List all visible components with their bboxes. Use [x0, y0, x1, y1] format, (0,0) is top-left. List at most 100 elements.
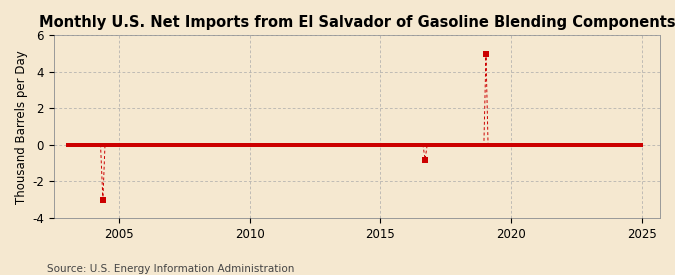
Point [333, 143, 344, 147]
Point [585, 143, 596, 147]
Point [322, 143, 333, 147]
Point [383, 143, 394, 147]
Point [439, 143, 450, 147]
Point [134, 143, 145, 147]
Point [130, 143, 141, 147]
Point [564, 143, 574, 147]
Point [213, 143, 223, 147]
Point [195, 143, 206, 147]
Text: Source: U.S. Energy Information Administration: Source: U.S. Energy Information Administ… [47, 264, 294, 274]
Point [500, 143, 511, 147]
Point [306, 143, 317, 147]
Point [446, 143, 456, 147]
Point [289, 143, 300, 147]
Point [232, 143, 243, 147]
Point [548, 143, 559, 147]
Point [95, 143, 106, 147]
Point [470, 143, 481, 147]
Point [263, 143, 273, 147]
Point [402, 143, 413, 147]
Point [418, 143, 429, 147]
Point [254, 143, 265, 147]
Point [65, 143, 76, 147]
Point [211, 143, 221, 147]
Point [587, 143, 598, 147]
Point [97, 197, 108, 202]
Point [215, 143, 226, 147]
Point [126, 143, 136, 147]
Point [128, 143, 138, 147]
Point [520, 143, 531, 147]
Point [154, 143, 165, 147]
Point [487, 143, 498, 147]
Point [176, 143, 187, 147]
Point [269, 143, 280, 147]
Point [461, 143, 472, 147]
Point [381, 143, 392, 147]
Point [498, 143, 509, 147]
Point [422, 143, 433, 147]
Point [119, 143, 130, 147]
Point [202, 143, 213, 147]
Point [346, 143, 356, 147]
Point [278, 143, 289, 147]
Point [550, 143, 561, 147]
Point [93, 143, 104, 147]
Point [424, 143, 435, 147]
Point [466, 143, 477, 147]
Point [539, 143, 550, 147]
Point [330, 143, 341, 147]
Point [104, 143, 115, 147]
Point [568, 143, 578, 147]
Point [431, 143, 441, 147]
Point [507, 143, 518, 147]
Point [626, 143, 637, 147]
Point [237, 143, 248, 147]
Point [441, 143, 452, 147]
Point [324, 143, 335, 147]
Point [90, 143, 101, 147]
Point [117, 143, 128, 147]
Point [361, 143, 372, 147]
Point [76, 143, 86, 147]
Point [420, 157, 431, 162]
Point [392, 143, 402, 147]
Point [344, 143, 354, 147]
Point [454, 143, 465, 147]
Point [622, 143, 633, 147]
Point [204, 143, 215, 147]
Point [557, 143, 568, 147]
Point [265, 143, 276, 147]
Point [294, 143, 304, 147]
Point [145, 143, 156, 147]
Point [317, 143, 328, 147]
Point [308, 143, 319, 147]
Point [524, 143, 535, 147]
Point [448, 143, 459, 147]
Point [287, 143, 298, 147]
Point [165, 143, 176, 147]
Point [483, 143, 493, 147]
Point [546, 143, 557, 147]
Point [235, 143, 246, 147]
Point [74, 143, 84, 147]
Point [267, 143, 278, 147]
Point [122, 143, 132, 147]
Point [209, 143, 219, 147]
Point [559, 143, 570, 147]
Point [337, 143, 348, 147]
Point [313, 143, 324, 147]
Point [420, 157, 431, 162]
Point [108, 143, 119, 147]
Point [518, 143, 529, 147]
Point [620, 143, 631, 147]
Point [221, 143, 232, 147]
Point [342, 143, 352, 147]
Point [609, 143, 620, 147]
Point [509, 143, 520, 147]
Point [239, 143, 250, 147]
Point [376, 143, 387, 147]
Point [485, 143, 496, 147]
Point [223, 143, 234, 147]
Point [426, 143, 437, 147]
